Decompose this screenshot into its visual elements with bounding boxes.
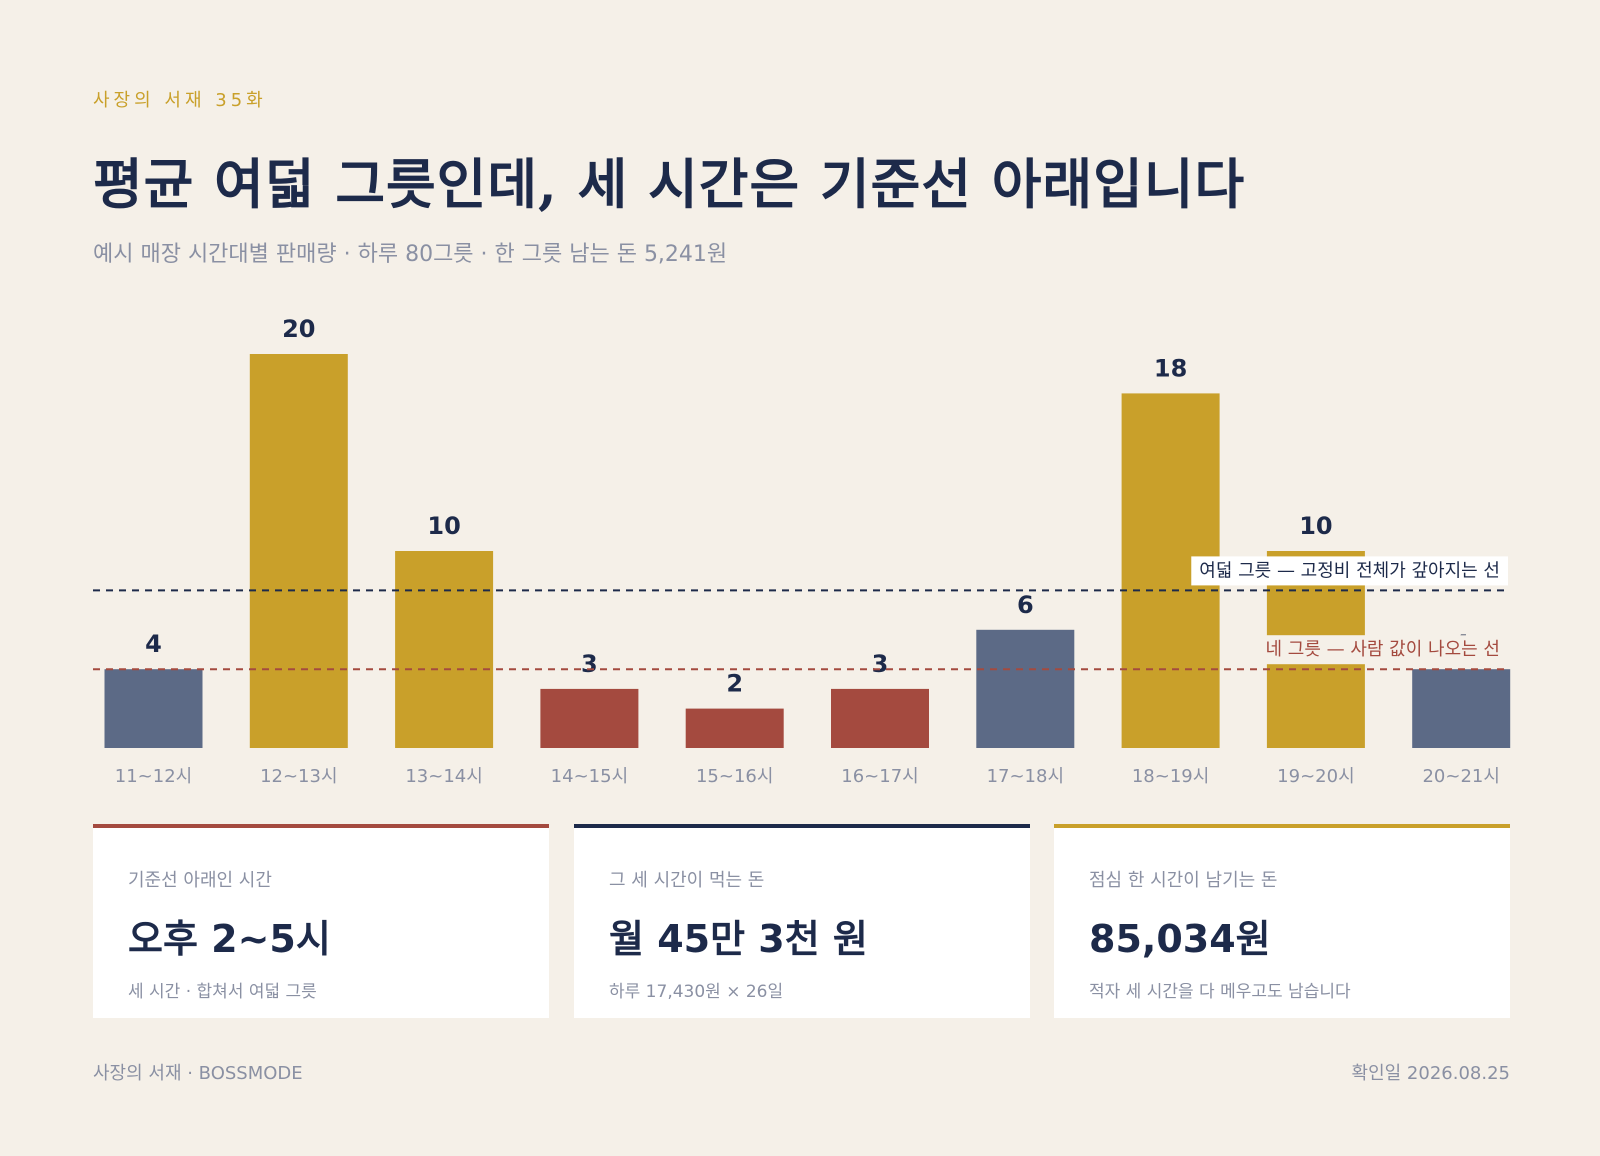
bar-value-label: 4 bbox=[145, 630, 162, 658]
bar bbox=[1412, 669, 1511, 748]
summary-card-cost: 그 세 시간이 먹는 돈 월 45만 3천 원 하루 17,430원 × 26일 bbox=[574, 824, 1030, 1018]
reference-label-background bbox=[1191, 556, 1508, 586]
bar bbox=[540, 688, 639, 748]
card-value: 85,034원 bbox=[1089, 917, 1271, 961]
x-tick-label: 13~14시 bbox=[405, 766, 482, 787]
card-label: 기준선 아래인 시간 bbox=[128, 870, 272, 891]
x-tick-label: 20~21시 bbox=[1422, 766, 1499, 787]
bar-value-label: 10 bbox=[427, 512, 460, 540]
card-label: 점심 한 시간이 남기는 돈 bbox=[1089, 870, 1278, 891]
summary-card-lunch-profit: 점심 한 시간이 남기는 돈 85,034원 적자 세 시간을 다 메우고도 남… bbox=[1054, 824, 1510, 1018]
x-tick-label: 17~18시 bbox=[987, 766, 1064, 787]
summary-card-below-baseline: 기준선 아래인 시간 오후 2~5시 세 시간 · 합쳐서 여덟 그릇 bbox=[93, 824, 549, 1018]
x-tick-label: 18~19시 bbox=[1132, 766, 1209, 787]
reference-line-label: 여덟 그릇 — 고정비 전체가 갚아지는 선 bbox=[1199, 560, 1500, 581]
bar-value-label: 6 bbox=[1017, 591, 1034, 619]
reference-line-label: 네 그릇 — 사람 값이 나오는 선 bbox=[1266, 639, 1501, 660]
hourly-sales-bar-chart: 4 11~12시 20 12~13시 10 13~14시 3 14~15시 2 15~16시 3 16… bbox=[93, 315, 1511, 787]
bar bbox=[685, 708, 784, 748]
x-tick-label: 14~15시 bbox=[551, 766, 628, 787]
series-kicker: 사장의 서재 35화 bbox=[93, 90, 267, 111]
card-note: 세 시간 · 합쳐서 여덟 그릇 bbox=[128, 982, 317, 1002]
card-note: 하루 17,430원 × 26일 bbox=[609, 982, 784, 1002]
page-subtitle: 예시 매장 시간대별 판매량 · 하루 80그릇 · 한 그릇 남는 돈 5,2… bbox=[93, 242, 728, 267]
reference-label-background bbox=[1257, 635, 1508, 665]
x-tick-label: 12~13시 bbox=[260, 766, 337, 787]
card-note: 적자 세 시간을 다 메우고도 남습니다 bbox=[1089, 982, 1351, 1002]
bar-value-label: 20 bbox=[282, 315, 315, 343]
bar-value-label: 18 bbox=[1154, 354, 1187, 382]
bar-value-label: 10 bbox=[1299, 512, 1332, 540]
bar-value-label: 2 bbox=[726, 670, 743, 698]
x-tick-label: 15~16시 bbox=[696, 766, 773, 787]
bar bbox=[395, 551, 494, 748]
card-value: 오후 2~5시 bbox=[128, 917, 331, 961]
footer-date: 확인일 2026.08.25 bbox=[1351, 1063, 1510, 1084]
bar bbox=[249, 354, 348, 748]
bar bbox=[831, 688, 929, 748]
bar bbox=[104, 669, 203, 748]
page-title: 평균 여덟 그릇인데, 세 시간은 기준선 아래입니다 bbox=[93, 152, 1246, 216]
x-tick-label: 16~17시 bbox=[841, 766, 918, 787]
bar-value-label: 3 bbox=[581, 650, 598, 678]
footer-brand: 사장의 서재 · BOSSMODE bbox=[93, 1063, 303, 1084]
x-tick-label: 11~12시 bbox=[115, 766, 192, 787]
bar bbox=[976, 629, 1075, 748]
bar-value-label: 3 bbox=[872, 650, 889, 678]
card-label: 그 세 시간이 먹는 돈 bbox=[609, 870, 765, 891]
x-tick-label: 19~20시 bbox=[1277, 766, 1354, 787]
card-value: 월 45만 3천 원 bbox=[609, 917, 868, 961]
